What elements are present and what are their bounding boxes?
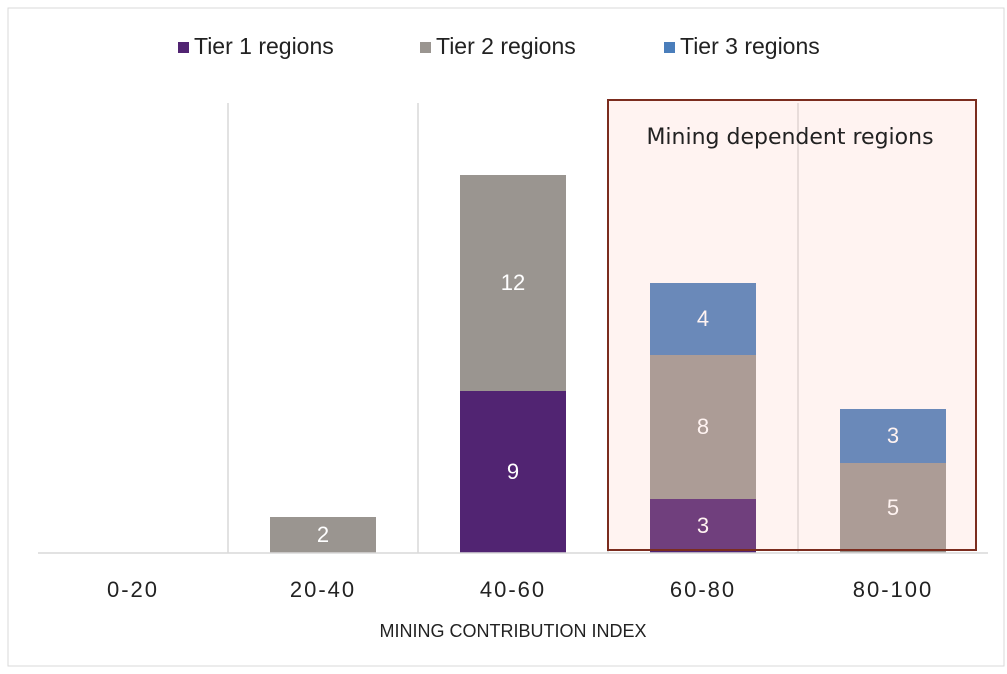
bar-segment bbox=[840, 409, 946, 463]
legend-label: Tier 3 regions bbox=[680, 33, 820, 59]
value-label: 3 bbox=[697, 513, 709, 538]
bar-segment bbox=[840, 463, 946, 553]
legend-label: Tier 1 regions bbox=[194, 33, 334, 59]
legend-swatch bbox=[420, 42, 431, 53]
annotation: Mining dependent regions bbox=[646, 125, 934, 150]
bar-segment bbox=[460, 391, 566, 553]
legend-swatch bbox=[664, 42, 675, 53]
x-tick-label: 20-40 bbox=[290, 577, 356, 602]
value-label: 4 bbox=[697, 306, 709, 331]
x-tick-label: 40-60 bbox=[480, 577, 546, 602]
bar-segment bbox=[650, 499, 756, 553]
value-label: 12 bbox=[501, 270, 525, 295]
legend-label: Tier 2 regions bbox=[436, 33, 576, 59]
x-axis-title: MINING CONTRIBUTION INDEX bbox=[379, 621, 646, 641]
value-label: 3 bbox=[887, 423, 899, 448]
value-label: 9 bbox=[507, 459, 519, 484]
value-label: 5 bbox=[887, 495, 899, 520]
x-tick-label: 60-80 bbox=[670, 577, 736, 602]
bar-segment bbox=[650, 283, 756, 355]
x-tick-label: 80-100 bbox=[853, 577, 934, 602]
x-tick-label: 0-20 bbox=[107, 577, 159, 602]
bar-segment bbox=[460, 175, 566, 391]
legend-swatch bbox=[178, 42, 189, 53]
value-label: 2 bbox=[317, 522, 329, 547]
bar-segment bbox=[650, 355, 756, 499]
value-label: 8 bbox=[697, 414, 709, 439]
bar-segment bbox=[270, 517, 376, 553]
annotation-box bbox=[607, 99, 977, 551]
